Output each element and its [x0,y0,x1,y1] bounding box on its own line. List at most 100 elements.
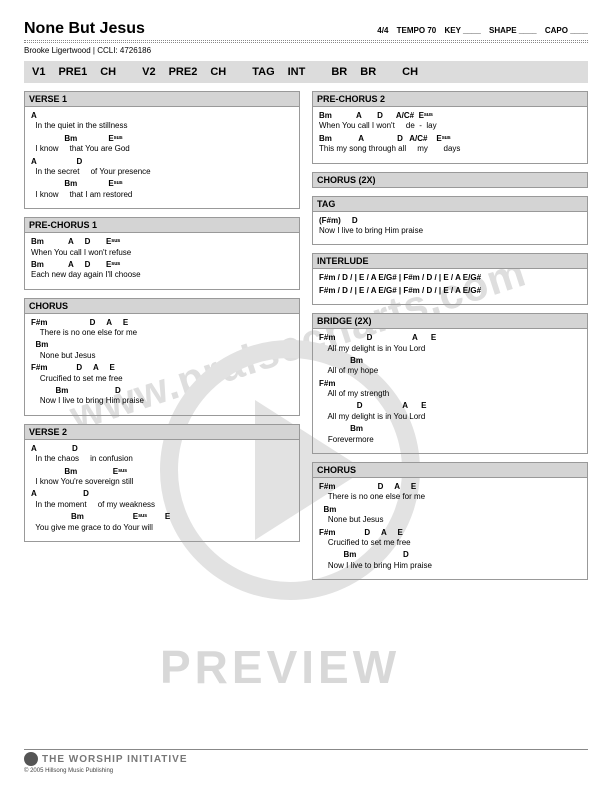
chord-line: D A E [319,401,581,411]
section-header: PRE-CHORUS 1 [24,217,300,233]
brand-icon [24,752,38,766]
chord-line: Bm [31,340,293,350]
column-left: VERSE 1A In the quiet in the stillness B… [24,91,300,580]
section-header: VERSE 1 [24,91,300,107]
roadmap-item: CH [206,64,230,80]
roadmap-item: PRE1 [54,64,91,80]
lyric-line: There is no one else for me [319,492,581,502]
chord-line: F#m D A E [31,363,293,373]
section: PRE-CHORUS 2 Bm A D A/C# Eˢᵘˢ When You cal… [312,91,588,164]
lyric-line: When You call I won't refuse [31,248,293,258]
roadmap-item: V2 [138,64,159,80]
section-header: BRIDGE (2X) [312,313,588,329]
chord-line: Bm A D A/C# Eˢᵘˢ [319,134,581,144]
section-body: F#m / D / | E / A E/G# | F#m / D / | E /… [312,269,588,305]
roadmap-item: CH [96,64,120,80]
chord-line: Bm [319,424,581,434]
lyric-line: In the secret of Your presence [31,167,293,177]
song-meta: 4/4 TEMPO 70 KEY ____ SHAPE ____ CAPO __… [371,26,588,35]
lyric-line: All of my strength [319,389,581,399]
lyric-line: None but Jesus [31,351,293,361]
roadmap-item: PRE2 [165,64,202,80]
key: KEY ____ [444,26,480,35]
chord-line: Bm Eˢᵘˢ E [31,512,293,522]
roadmap-item: CH [398,64,422,80]
chord-line: Bm D [31,386,293,396]
lyric-line: This my song through all my days [319,144,581,154]
lyric-line: You give me grace to do Your will [31,523,293,533]
lyric-line: When You call I won't de - lay [319,121,581,131]
divider [24,40,588,43]
section-header: VERSE 2 [24,424,300,440]
column-right: PRE-CHORUS 2 Bm A D A/C# Eˢᵘˢ When You cal… [312,91,588,580]
section-body: F#m D A E All my delight is in You Lord … [312,329,588,454]
lyric-line: I know that I am restored [31,190,293,200]
section-header: CHORUS [24,298,300,314]
lyric-line: There is no one else for me [31,328,293,338]
chord-line: F#m D A E [31,318,293,328]
lyric-line: Each new day again I'll choose [31,270,293,280]
tempo: TEMPO 70 [397,26,437,35]
roadmap-item [235,70,243,74]
section: TAG(F#m) DNow I live to bring Him praise [312,196,588,246]
time-sig: 4/4 [377,26,388,35]
lyric-line: All of my hope [319,366,581,376]
lyric-line: I know You're sovereign still [31,477,293,487]
brand-text: THE WORSHIP INITIATIVE [42,754,188,765]
section-body: A D In the chaos in confusion Bm Eˢᵘˢ I … [24,440,300,542]
section: PRE-CHORUS 1Bm A D EˢᵘˢWhen You call I w… [24,217,300,290]
chord-line: Bm Eˢᵘˢ [31,179,293,189]
chord-line: F#m [319,379,581,389]
section-body: Bm A D A/C# Eˢᵘˢ When You call I won't de… [312,107,588,164]
chord-line: F#m D A E [319,528,581,538]
section: CHORUSF#m D A E There is no one else for… [312,462,588,580]
footer: THE WORSHIP INITIATIVE © 2005 Hillsong M… [24,749,588,774]
section-body: A In the quiet in the stillness Bm Eˢᵘˢ … [24,107,300,209]
lyric-line: Now I live to bring Him praise [319,226,581,236]
roadmap-item: BR [327,64,351,80]
chord-line: A D [31,444,293,454]
lyric-line: In the chaos in confusion [31,454,293,464]
roadmap-item: TAG [248,64,278,80]
chord-line: F#m / D / | E / A E/G# | F#m / D / | E /… [319,286,581,296]
section-header: TAG [312,196,588,212]
section: BRIDGE (2X)F#m D A E All my delight is i… [312,313,588,454]
roadmap-item: INT [284,64,310,80]
watermark-preview: PREVIEW [160,640,400,694]
section-header: INTERLUDE [312,253,588,269]
roadmap-item [125,70,133,74]
chord-line: Bm A D Eˢᵘˢ [31,260,293,270]
shape: SHAPE ____ [489,26,537,35]
lyric-line: I know that You are God [31,144,293,154]
lyric-line: In the quiet in the stillness [31,121,293,131]
section-body: Bm A D EˢᵘˢWhen You call I won't refuseB… [24,233,300,290]
section-header: PRE-CHORUS 2 [312,91,588,107]
chord-line: A D [31,157,293,167]
lyric-line: Now I live to bring Him praise [31,396,293,406]
lyric-line: Forevermore [319,435,581,445]
section: INTERLUDE F#m / D / | E / A E/G# | F#m / … [312,253,588,305]
section-header: CHORUS (2X) [312,172,588,188]
roadmap: V1PRE1CH V2PRE2CH TAGINT BRBR CH [24,61,588,83]
roadmap-item [314,70,322,74]
chord-line: Bm Eˢᵘˢ [31,134,293,144]
lyric-line: In the moment of my weakness [31,500,293,510]
footer-divider [24,749,588,750]
chord-line: Bm D [319,550,581,560]
lyric-line: All my delight is in You Lord [319,344,581,354]
section-header: CHORUS [312,462,588,478]
chord-line: F#m / D / | E / A E/G# | F#m / D / | E /… [319,273,581,283]
section: VERSE 2A D In the chaos in confusion Bm … [24,424,300,542]
credits: Brooke Ligertwood | CCLI: 4726186 [24,46,588,55]
chord-line: Bm A D Eˢᵘˢ [31,237,293,247]
section-body: F#m D A E There is no one else for me Bm… [312,478,588,580]
lyric-line: Crucified to set me free [319,538,581,548]
copyright: © 2005 Hillsong Music Publishing [24,768,588,774]
chord-line: F#m D A E [319,482,581,492]
chord-line: Bm [319,505,581,515]
section: VERSE 1A In the quiet in the stillness B… [24,91,300,209]
chord-line: A D [31,489,293,499]
section-body: (F#m) DNow I live to bring Him praise [312,212,588,246]
section: CHORUS F#m D A E There is no one else for… [24,298,300,416]
song-title: None But Jesus [24,20,145,38]
